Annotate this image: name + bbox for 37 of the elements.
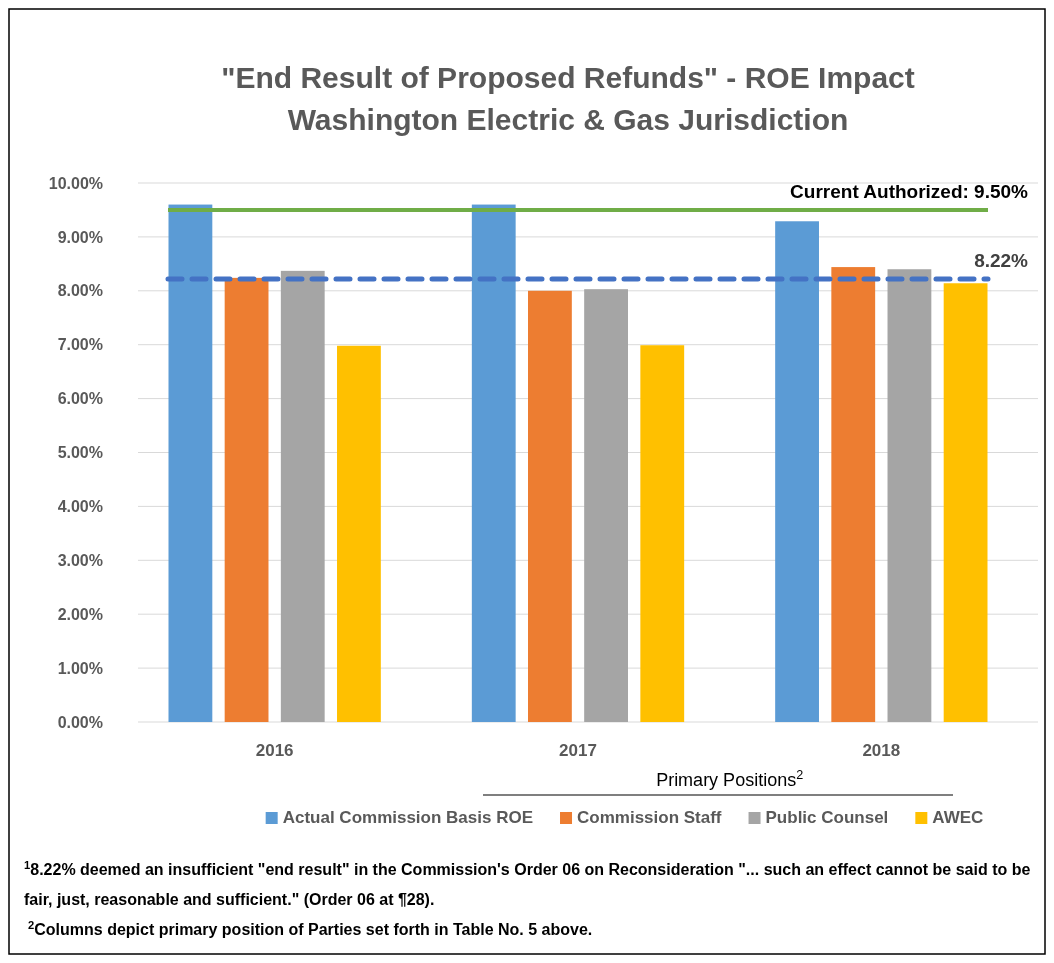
ref-line-label: Current Authorized: 9.50% bbox=[790, 180, 1029, 202]
y-tick-label: 1.00% bbox=[57, 659, 103, 677]
bar bbox=[280, 270, 325, 722]
x-tick-label: 2017 bbox=[559, 741, 597, 760]
legend-label: AWEC bbox=[932, 808, 984, 827]
y-tick-label: 6.00% bbox=[57, 390, 103, 408]
text: $^{2}$Columns depict primary position of Parties set forth in Table No. 5 above. bbox=[28, 919, 593, 938]
chart-subtitle: Washington Electric & Gas Jurisdiction bbox=[287, 103, 849, 136]
y-tick-label: 4.00% bbox=[57, 498, 103, 515]
y-tick-label: 5.00% bbox=[57, 444, 103, 462]
text: Primary Positions$^{2}$ bbox=[656, 768, 804, 790]
bar bbox=[887, 269, 932, 722]
x-tick-label: 2018 bbox=[862, 741, 901, 760]
bar bbox=[775, 221, 819, 722]
bar bbox=[584, 289, 628, 722]
legend-label: Public Counsel bbox=[765, 808, 889, 827]
y-tick-label: 3.00% bbox=[57, 551, 103, 569]
bar bbox=[831, 267, 876, 722]
y-tick-label: 8.00% bbox=[57, 282, 103, 300]
y-tick-label: 10.00% bbox=[48, 174, 103, 192]
y-tick-label: 2.00% bbox=[57, 605, 103, 623]
x-tick-label: 2016 bbox=[255, 741, 294, 760]
legend-label: Actual Commission Basis ROE bbox=[282, 808, 534, 827]
bar bbox=[337, 345, 381, 722]
bar bbox=[471, 204, 516, 722]
bar bbox=[168, 204, 213, 722]
bar bbox=[528, 290, 572, 722]
ref-line-label: 8.22% bbox=[974, 249, 1029, 271]
chart-title: "End Result of Proposed Refunds" - ROE Impact bbox=[221, 61, 915, 94]
y-tick-label: 7.00% bbox=[57, 336, 103, 354]
text: $^{1}$8.22% deemed an insufficient "end result" in the Commission's Order 06 on Reconsideration "... such an effect cannot be said to be fair, just, reasonable and sufficient." (Order 06 at ¶28). bbox=[24, 859, 1031, 908]
bar bbox=[640, 345, 685, 722]
y-tick-label: 9.00% bbox=[57, 228, 103, 246]
y-tick-label: 0.00% bbox=[57, 713, 103, 731]
legend-label: Commission Staff bbox=[577, 808, 722, 827]
bar bbox=[943, 283, 988, 722]
bar bbox=[224, 277, 269, 722]
